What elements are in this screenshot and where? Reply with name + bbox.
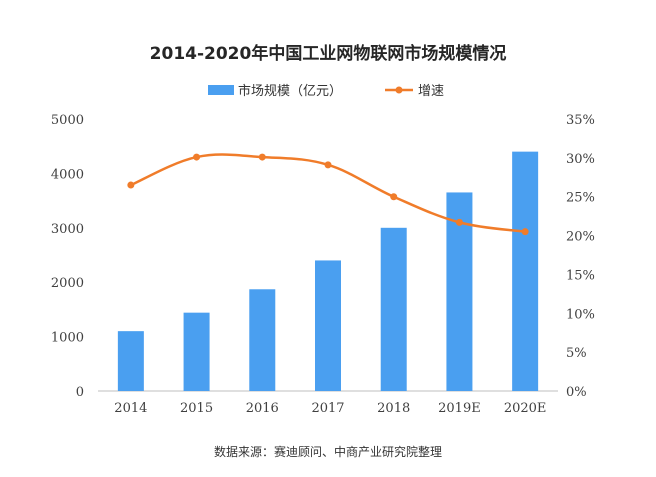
left-y-tick-label: 3000 [51, 222, 84, 237]
line-point [455, 218, 463, 226]
x-tick-label: 2017 [311, 401, 344, 416]
bar [249, 289, 276, 391]
left-y-tick-label: 4000 [51, 167, 84, 182]
x-tick-label: 2015 [180, 401, 213, 416]
right-y-tick-label: 35% [566, 113, 595, 128]
line-point [521, 228, 529, 236]
x-axis: 2014 2015 2016 2017 2018 2019E 2020E [114, 401, 546, 416]
legend-bar-swatch [208, 85, 234, 95]
line-point [193, 153, 201, 161]
right-y-tick-label: 15% [566, 268, 595, 283]
legend-line-label: 增速 [418, 84, 444, 99]
left-y-axis: 0 1000 2000 3000 4000 5000 [51, 113, 84, 400]
chart-title: 2014-2020年中国工业网物联网市场规模情况 [150, 43, 507, 64]
x-tick-label: 2019E [438, 401, 481, 416]
bar-series [117, 151, 539, 391]
right-y-tick-label: 20% [566, 230, 595, 245]
legend-bar-label: 市场规模（亿元） [238, 83, 342, 99]
line-point [258, 153, 266, 161]
right-y-tick-label: 5% [566, 346, 587, 361]
bar [117, 331, 144, 391]
line-point [324, 161, 332, 169]
right-y-tick-label: 10% [566, 307, 595, 322]
line-point [390, 193, 398, 201]
x-tick-label: 2020E [504, 401, 547, 416]
right-y-axis: 0% 5% 10% 15% 20% 25% 30% 35% [566, 113, 595, 400]
line-series [127, 153, 529, 236]
legend-line-marker [395, 86, 403, 94]
left-y-tick-label: 5000 [51, 113, 84, 128]
bar [183, 312, 210, 391]
x-tick-label: 2016 [246, 401, 279, 416]
bar [512, 151, 539, 391]
left-y-tick-label: 0 [76, 385, 84, 400]
bar [380, 227, 407, 391]
line-point [127, 181, 135, 189]
left-y-tick-label: 2000 [51, 276, 84, 291]
x-tick-label: 2014 [114, 401, 147, 416]
x-tick-label: 2018 [377, 401, 410, 416]
right-y-tick-label: 30% [566, 152, 595, 167]
bar [315, 260, 341, 391]
right-y-tick-label: 0% [566, 385, 587, 400]
legend: 市场规模（亿元） 增速 [208, 83, 444, 99]
right-y-tick-label: 25% [566, 191, 595, 206]
source-note: 数据来源：赛迪顾问、中商产业研究院整理 [214, 444, 442, 459]
left-y-tick-label: 1000 [51, 331, 84, 346]
